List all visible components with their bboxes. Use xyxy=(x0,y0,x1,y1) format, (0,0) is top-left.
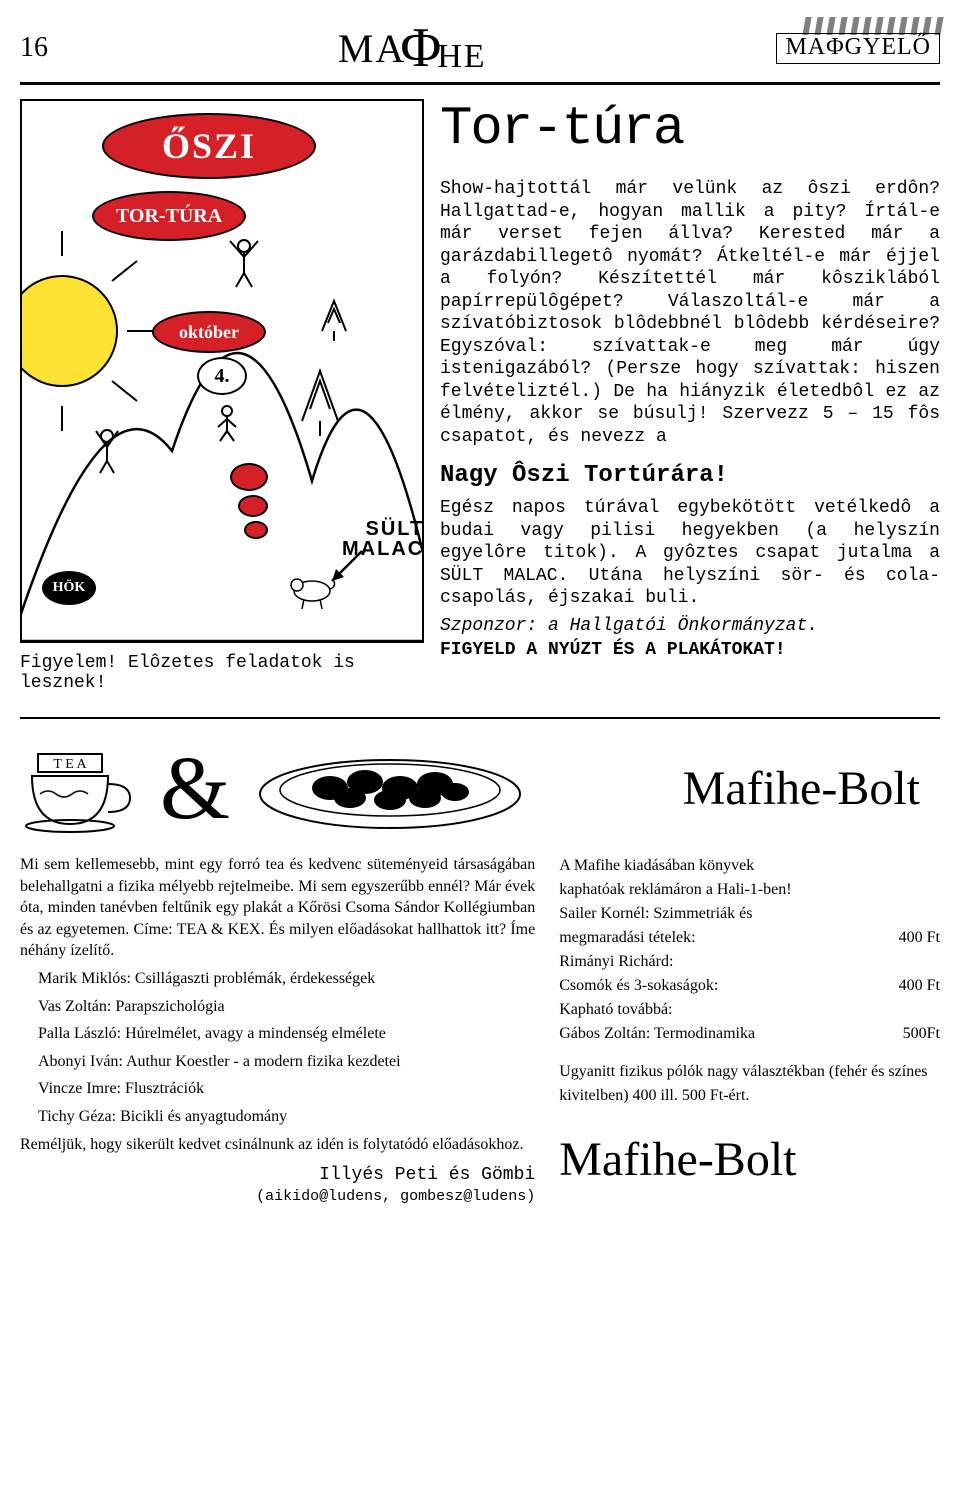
lecture-0: Marik Miklós: Csillágaszti problémák, ér… xyxy=(38,968,535,990)
tortura-sponsor: Szponzor: a Hallgatói Önkormányzat. xyxy=(440,616,940,636)
tortura-column: Tor-túra Show-hajtottál már velünk az ôs… xyxy=(440,99,940,693)
page-number: 16 xyxy=(20,32,48,64)
tea-kex-section: Mi sem kellemesebb, mint egy forró tea é… xyxy=(20,854,535,1208)
shop-item-0-l1: Sailer Kornél: Szimmetriák és xyxy=(559,902,940,926)
shop-intro-1: A Mafihe kiadásában könyvek xyxy=(559,854,940,878)
badge-hok: HÖK xyxy=(42,571,96,605)
shop-item-1-l1: Rimányi Richárd: xyxy=(559,950,940,974)
badge-small-1 xyxy=(230,463,268,491)
logo-mafigyelo: MAΦGYELŐ xyxy=(776,33,940,64)
logo-he: HE xyxy=(437,38,486,76)
lecture-4: Vincze Imre: Flusztrációk xyxy=(38,1078,535,1100)
shop-item-1-l2: Csomók és 3-sokaságok: xyxy=(559,974,718,998)
ampersand: & xyxy=(160,737,230,840)
badge-oszi: ŐSZI xyxy=(102,113,316,179)
separator xyxy=(20,717,940,719)
shop-intro-2b: reklámáron xyxy=(629,881,702,898)
tea-outro: Reméljük, hogy sikerült kedvet csinálnun… xyxy=(20,1134,535,1156)
mafihe-bolt-title: Mafihe-Bolt xyxy=(550,761,940,816)
logo-r-ma: MA xyxy=(785,34,826,60)
tea-intro: Mi sem kellemesebb, mint egy forró tea é… xyxy=(20,854,535,962)
shop-tshirt: Ugyanitt fizikus pólók nagy választékban… xyxy=(559,1060,940,1108)
shop-intro-2: kaphatóak reklámáron a Hali-1-ben! xyxy=(559,878,940,902)
shop-intro-1-text: A Mafihe kiadásában könyvek xyxy=(559,857,754,874)
tortura-body: Show-hajtottál már velünk az ôszi erdôn?… xyxy=(440,178,940,448)
tortura-subtitle: Nagy Ôszi Tortúrára! xyxy=(440,462,940,489)
tea-signature: Illyés Peti és Gömbi xyxy=(20,1163,535,1187)
badge-month: október xyxy=(152,311,266,353)
shop-item-1-price: 400 Ft xyxy=(899,974,940,998)
tortura-title: Tor-túra xyxy=(440,99,940,160)
teacup-icon: T E A xyxy=(20,744,140,834)
shop-item-0-l2: megmaradási tételek: xyxy=(559,926,695,950)
sult-1: SÜLT xyxy=(365,518,424,540)
logo-ma: MA xyxy=(338,25,406,72)
sult-label: SÜLT MALAC xyxy=(342,519,424,559)
mid-row: T E A & xyxy=(20,737,940,840)
flyer-illustration: ŐSZI TOR-TÚRA október 4. HÖK SÜLT MALAC xyxy=(20,99,424,643)
tortura-body2: Egész napos túrával egybekötött vetélked… xyxy=(440,497,940,610)
mafihe-bolt-footer: Mafihe-Bolt xyxy=(559,1124,940,1196)
shop-item-0: Sailer Kornél: Szimmetriák és megmaradás… xyxy=(559,902,940,950)
shop-item-1: Rimányi Richárd: Csomók és 3-sokaságok: … xyxy=(559,950,940,998)
badge-tortura: TOR-TÚRA xyxy=(92,191,246,241)
shop-item-0-price: 400 Ft xyxy=(899,926,940,950)
lecture-3: Abonyi Iván: Authur Koestler - a modern … xyxy=(38,1051,535,1073)
shop-item-2-l2: Gábos Zoltán: Termodinamika xyxy=(559,1022,755,1046)
sult-2: MALAC xyxy=(342,538,424,560)
badge-small-2 xyxy=(238,495,268,517)
shop-item-2-l1: Kapható továbbá: xyxy=(559,998,940,1022)
badge-small-3 xyxy=(244,521,268,539)
flyer-column: ŐSZI TOR-TÚRA október 4. HÖK SÜLT MALAC … xyxy=(20,99,420,693)
shop-intro-2c: a Hali-1-ben! xyxy=(702,881,792,898)
logo-mafihe: MA Φ HE xyxy=(338,20,487,76)
svg-text:T E A: T E A xyxy=(53,757,87,772)
shop-item-2-price: 500Ft xyxy=(903,1022,940,1046)
cookie-plate-icon xyxy=(250,744,530,834)
logo-r-rest: GYELŐ xyxy=(845,34,931,60)
tea-emails: (aikido@ludens, gombesz@ludens) xyxy=(20,1187,535,1207)
lecture-1: Vas Zoltán: Parapszichológia xyxy=(38,996,535,1018)
shop-item-2: Kapható továbbá: Gábos Zoltán: Termodina… xyxy=(559,998,940,1046)
shop-section: A Mafihe kiadásában könyvek kaphatóak re… xyxy=(559,854,940,1208)
lecture-5: Tichy Géza: Bicikli és anyagtudomány xyxy=(38,1106,535,1128)
lecture-2: Palla László: Húrelmélet, avagy a minden… xyxy=(38,1023,535,1045)
page-header: 16 MA Φ HE MAΦGYELŐ xyxy=(20,20,940,85)
badge-day: 4. xyxy=(197,357,247,395)
shop-intro-2a: kaphatóak xyxy=(559,881,629,898)
logo-r-phi: Φ xyxy=(826,34,845,60)
tortura-foot: FIGYELD A NYÚZT ÉS A PLAKÁTOKAT! xyxy=(440,640,940,660)
flyer-caption: Figyelem! Elôzetes feladatok is lesznek! xyxy=(20,653,420,693)
